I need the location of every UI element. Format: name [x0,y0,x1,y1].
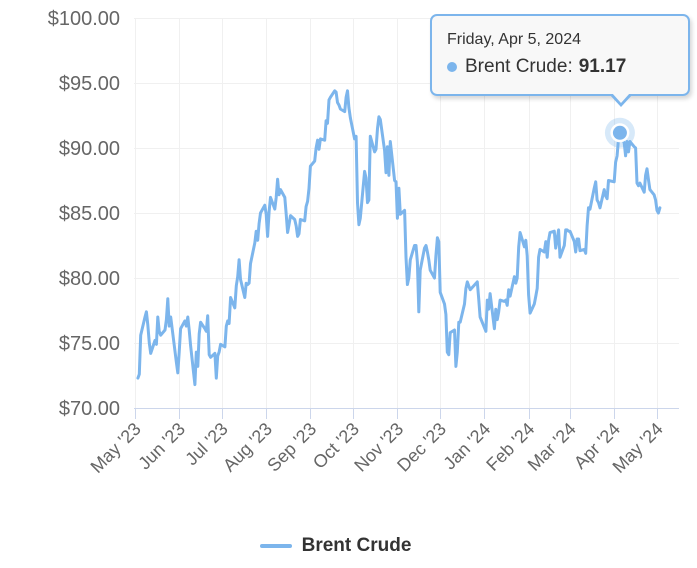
tooltip-arrow-fill [612,93,630,103]
legend-item-brent-crude[interactable]: Brent Crude [259,535,412,557]
y-axis-label: $100.00 [48,8,120,30]
hovered-point-marker[interactable] [604,117,635,148]
brent-crude-line[interactable] [136,89,662,387]
marker-dot [612,125,627,140]
series-bullet-icon [447,61,457,72]
legend-line-icon [259,544,292,548]
y-axis-label: $85.00 [59,203,120,225]
plot-area: $100.00 $95.00 $90.00 $85.00 $80.00 $75.00 $70… [48,8,679,477]
y-axis-label: $90.00 [59,138,120,160]
y-axis-label: $70.00 [59,398,120,420]
x-axis-label: Dec '23 [393,419,450,476]
tooltip-series-name: Brent Crude: [465,56,573,77]
x-axis-label: May '23 [87,419,145,477]
tooltip-value: 91.17 [578,56,627,77]
legend: Brent Crude [0,535,697,557]
y-axis-label: $80.00 [59,268,120,290]
x-axis-label: Jun '23 [134,419,189,474]
x-axis-label: Aug '23 [219,419,276,476]
y-axis-label: $75.00 [59,333,120,355]
legend-label: Brent Crude [301,535,412,556]
tooltip-date: Friday, Apr 5, 2024 [447,31,581,48]
x-axis-label: Sep '23 [263,419,320,476]
axis [134,408,679,419]
tooltip-body: Brent Crude: 91.17 [447,52,673,81]
chart-tooltip: Friday, Apr 5, 2024 Brent Crude: 91.17 [430,14,690,107]
y-axis-label: $95.00 [59,73,120,95]
